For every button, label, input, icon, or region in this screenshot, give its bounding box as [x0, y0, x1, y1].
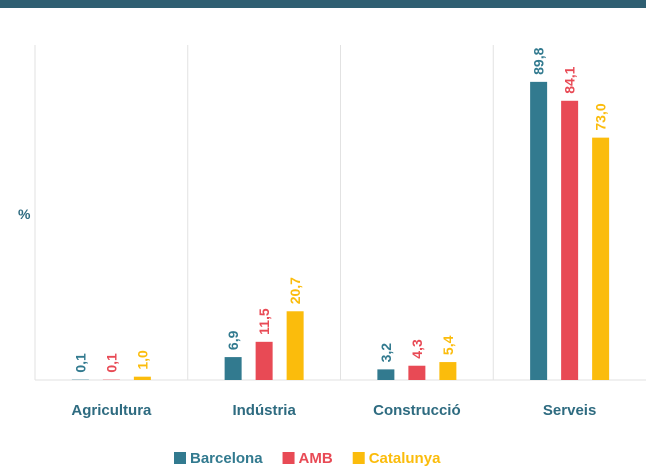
bar	[224, 357, 242, 380]
x-tick-label: Indústria	[232, 402, 296, 419]
bar	[439, 362, 457, 380]
value-label: 0,1	[72, 353, 88, 373]
bar	[286, 311, 304, 380]
x-tick-label: Construcció	[373, 402, 461, 419]
bar	[408, 365, 426, 380]
bar	[133, 376, 151, 380]
value-label: 6,9	[225, 330, 241, 350]
legend-label: Barcelona	[190, 450, 263, 466]
top-band	[0, 0, 646, 8]
value-label: 0,1	[103, 353, 119, 373]
value-label: 1,0	[134, 350, 150, 370]
value-label: 11,5	[256, 308, 272, 335]
x-tick-label: Serveis	[543, 402, 596, 419]
legend-swatch	[352, 452, 365, 464]
bar	[377, 369, 395, 380]
legend-swatch	[174, 452, 186, 464]
legend-label: Catalunya	[369, 450, 441, 466]
bar	[255, 341, 273, 380]
value-label: 84,1	[562, 66, 578, 93]
value-label: 20,7	[287, 277, 303, 304]
value-label: 3,2	[378, 343, 394, 363]
value-label: 89,8	[531, 47, 547, 74]
bar	[592, 137, 610, 380]
y-axis-label: %	[18, 206, 31, 222]
value-label: 5,4	[440, 335, 456, 355]
value-label: 73,0	[593, 103, 609, 130]
bar	[530, 81, 548, 380]
x-tick-label: Agricultura	[71, 402, 152, 419]
bar	[561, 100, 579, 381]
legend-swatch	[282, 452, 295, 464]
value-label: 4,3	[409, 339, 425, 359]
legend-label: AMB	[299, 450, 333, 466]
